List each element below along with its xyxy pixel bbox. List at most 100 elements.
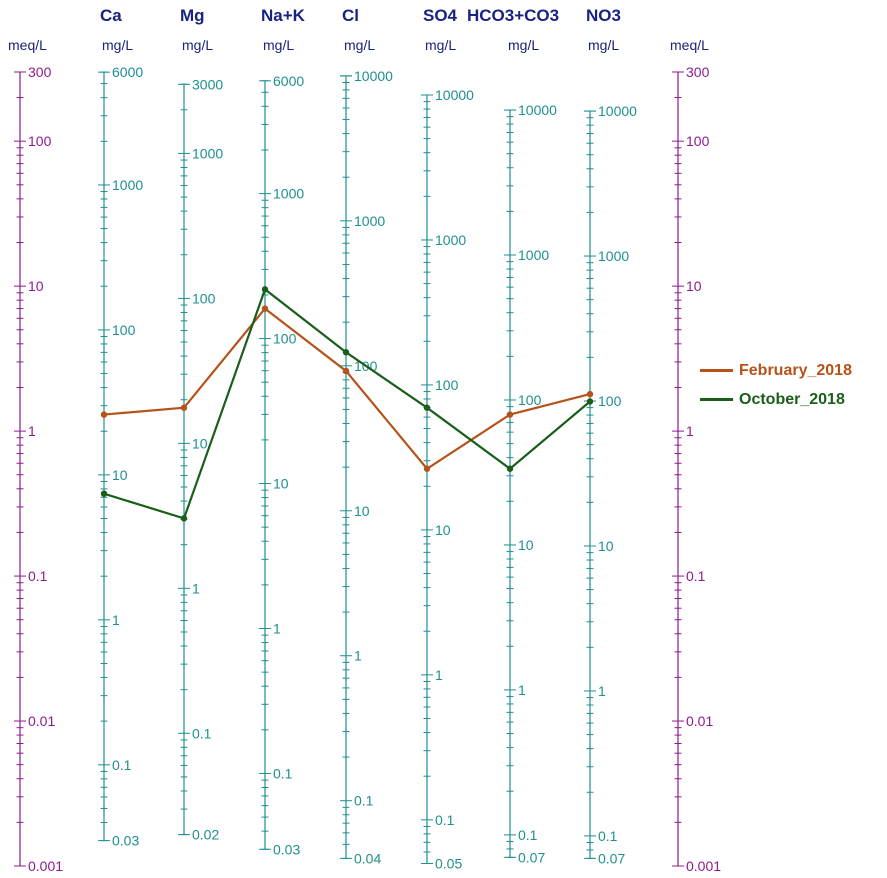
data-point-October_2018-NO3: [586, 398, 594, 405]
meq-right-tick-label: 1: [686, 423, 694, 439]
meq-left-tick-label: 1: [28, 423, 36, 439]
column-unit: mg/L: [508, 37, 540, 53]
column-4-tick-label: 0.1: [435, 812, 455, 828]
column-2-tick-label: 6000: [273, 73, 304, 89]
column-1-tick-label: 10: [192, 435, 208, 451]
column-6-tick-label: 100: [598, 393, 622, 409]
column-2-axis: 6000 1000 100 10 1 0.1 0.03: [259, 73, 304, 857]
legend: February_2018 October_2018: [700, 356, 852, 414]
meq-left-tick-label: 300: [28, 64, 52, 80]
column-unit: mg/L: [182, 37, 214, 53]
column-header: Na+K: [261, 6, 305, 25]
column-header: SO4: [423, 6, 458, 25]
column-4-tick-label: 10: [435, 522, 451, 538]
meq-left-tick-label: 0.01: [28, 713, 55, 729]
meq-right-tick-label: 0.001: [686, 858, 721, 874]
column-2-tick-label: 0.03: [273, 841, 300, 857]
column-5-tick-label: 1000: [518, 247, 549, 263]
column-5-tick-label: 10: [518, 537, 534, 553]
column-1-tick-label: 0.02: [192, 827, 219, 843]
column-2-tick-label: 100: [273, 331, 297, 347]
data-point-October_2018-Cl: [342, 349, 350, 356]
column-4-axis: 10000 1000 100 10 1 0.1 0.05: [421, 87, 474, 871]
column-2-tick-label: 1000: [273, 186, 304, 202]
column-5-tick-label: 100: [518, 392, 542, 408]
column-header: Ca: [100, 6, 122, 25]
column-0-tick-label: 10: [112, 467, 128, 483]
column-0-tick-label: 1: [112, 612, 120, 628]
column-3-tick-label: 1000: [354, 213, 385, 229]
column-5-tick-label: 0.1: [518, 827, 538, 843]
column-3-tick-label: 0.1: [354, 793, 374, 809]
column-0-tick-label: 0.03: [112, 833, 139, 849]
meq-right-tick-label: 300: [686, 64, 710, 80]
data-point-October_2018-SO4: [423, 404, 431, 411]
data-point-February_2018-Na+K: [261, 305, 269, 312]
column-4-tick-label: 1: [435, 667, 443, 683]
column-header: NO3: [586, 6, 621, 25]
column-unit: mg/L: [425, 37, 457, 53]
column-1-axis: 3000 1000 100 10 1 0.1 0.02: [178, 76, 223, 843]
meq-left-tick-label: 0.001: [28, 858, 63, 874]
meq-unit: meq/L: [670, 37, 709, 53]
axes-layer: 300 100 10 1 0.1 0.01 0.001 300 100 10 1 0.1 0.01 0.0…: [14, 64, 721, 874]
column-header: Mg: [180, 6, 205, 25]
column-6-tick-label: 0.1: [598, 828, 618, 844]
column-6-tick-label: 10: [598, 538, 614, 554]
legend-swatch-october: [700, 398, 733, 401]
meq-right-tick-label: 100: [686, 133, 710, 149]
column-0-tick-label: 1000: [112, 177, 143, 193]
column-1-tick-label: 3000: [192, 76, 223, 92]
data-point-October_2018-Mg: [180, 515, 188, 522]
column-5-tick-label: 0.07: [518, 849, 545, 865]
legend-label-february: February_2018: [739, 361, 852, 379]
data-point-February_2018-Mg: [180, 404, 188, 411]
data-point-February_2018-Ca: [100, 411, 108, 418]
column-6-tick-label: 1000: [598, 248, 629, 264]
column-6-axis: 10000 1000 100 10 1 0.1 0.07: [584, 103, 637, 866]
column-4-tick-label: 0.05: [435, 855, 462, 871]
data-point-February_2018-Cl: [342, 367, 350, 375]
column-5-axis: 10000 1000 100 10 1 0.1 0.07: [504, 102, 557, 865]
data-point-February_2018-HCO3+CO3: [506, 411, 514, 418]
column-header: Cl: [342, 6, 359, 25]
column-3-tick-label: 1: [354, 648, 362, 664]
data-point-October_2018-Na+K: [261, 286, 269, 293]
legend-item-february: February_2018: [700, 356, 852, 385]
meq-unit: meq/L: [8, 37, 47, 53]
column-6-tick-label: 10000: [598, 103, 637, 119]
legend-swatch-february: [700, 369, 733, 372]
data-point-February_2018-NO3: [586, 390, 594, 398]
column-3-tick-label: 10: [354, 503, 370, 519]
column-1-tick-label: 0.1: [192, 725, 212, 741]
column-5-tick-label: 10000: [518, 102, 557, 118]
column-0-tick-label: 6000: [112, 64, 143, 80]
column-4-tick-label: 1000: [435, 232, 466, 248]
column-0-tick-label: 0.1: [112, 757, 132, 773]
legend-item-october: October_2018: [700, 385, 852, 414]
column-unit: mg/L: [588, 37, 620, 53]
column-0-tick-label: 100: [112, 322, 136, 338]
column-unit: mg/L: [102, 37, 134, 53]
column-2-tick-label: 10: [273, 476, 289, 492]
meq-right-axis: 300 100 10 1 0.1 0.01 0.001: [672, 64, 721, 874]
meq-left-axis: 300 100 10 1 0.1 0.01 0.001: [14, 64, 63, 874]
meq-left-tick-label: 10: [28, 278, 44, 294]
column-5-tick-label: 1: [518, 682, 526, 698]
data-point-October_2018-HCO3+CO3: [506, 465, 514, 472]
column-2-tick-label: 1: [273, 621, 281, 637]
legend-label-october: October_2018: [739, 390, 845, 408]
column-3-tick-label: 10000: [354, 68, 393, 84]
column-1-tick-label: 1000: [192, 145, 223, 161]
meq-right-tick-label: 0.01: [686, 713, 713, 729]
meq-right-tick-label: 10: [686, 278, 702, 294]
column-3-tick-label: 0.04: [354, 850, 381, 866]
data-point-February_2018-SO4: [423, 465, 431, 472]
column-1-tick-label: 100: [192, 290, 216, 306]
column-2-tick-label: 0.1: [273, 765, 293, 781]
column-6-tick-label: 1: [598, 683, 606, 699]
column-6-tick-label: 0.07: [598, 850, 625, 866]
column-4-tick-label: 100: [435, 377, 459, 393]
